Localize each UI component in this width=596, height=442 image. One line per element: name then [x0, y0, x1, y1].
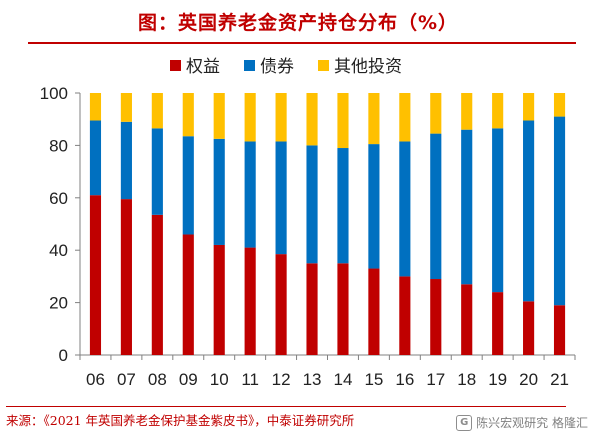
y-tick-label: 40	[49, 241, 68, 260]
x-tick-label: 09	[179, 370, 198, 389]
bar-segment	[368, 144, 380, 269]
legend-swatch	[170, 60, 181, 71]
legend-swatch	[318, 60, 329, 71]
axes: 0 20 40 60 80 100 06 07 08 09 10 11 12 13 14 15 16 17 18 19…	[40, 84, 576, 389]
bar-segment	[430, 93, 442, 134]
bar-segment	[492, 128, 504, 293]
x-tick-label: 11	[241, 370, 259, 389]
y-tick-label: 0	[59, 346, 68, 365]
watermark-logo-icon: G	[456, 414, 473, 431]
bar-segment	[430, 279, 442, 355]
x-tick-label: 18	[457, 370, 476, 389]
bar-segment	[275, 93, 287, 142]
bar-segment	[213, 138, 225, 245]
bar-segment	[306, 145, 318, 264]
bar-segment	[306, 93, 318, 146]
source-divider	[6, 406, 566, 407]
bar-segment	[461, 93, 473, 130]
bar-segment	[213, 93, 225, 139]
x-tick-label: 15	[364, 370, 383, 389]
bar-segment	[337, 93, 349, 149]
watermark: G 陈兴宏观研究 格隆汇	[456, 414, 588, 431]
bar-segment	[120, 199, 132, 355]
x-tick-label: 14	[334, 370, 353, 389]
bar-segment	[337, 148, 349, 264]
bar-segment	[182, 234, 194, 355]
bar-segment	[89, 195, 102, 355]
x-tick-label: 13	[303, 370, 322, 389]
bar-segment	[492, 292, 504, 355]
bar-segment	[553, 305, 566, 355]
legend: 权益 债券 其他投资	[170, 57, 402, 77]
x-tick-label: 20	[519, 370, 538, 389]
bar-segment	[275, 141, 287, 255]
bar-segment	[368, 268, 380, 355]
bar-segment	[244, 247, 256, 355]
bar-segment	[430, 133, 442, 280]
bar-segment	[306, 263, 318, 355]
bar-segment	[120, 93, 132, 122]
source-note: 来源：《2021 年英国养老金保护基金紫皮书》，中泰证券研究所	[6, 413, 355, 428]
bar-segment	[244, 93, 256, 142]
bars	[89, 93, 566, 355]
y-tick-label: 60	[49, 189, 68, 208]
x-tick-label: 19	[488, 370, 507, 389]
bar-segment	[523, 120, 535, 302]
bar-segment	[461, 284, 473, 355]
watermark-text: 陈兴宏观研究 格隆汇	[476, 416, 588, 430]
y-tick-label: 80	[49, 136, 68, 155]
bar-segment	[151, 128, 163, 215]
chart-title: 图：英国养老金资产持仓分布（%）	[137, 12, 459, 34]
bar-segment	[182, 136, 194, 235]
x-tick-label: 21	[550, 370, 569, 389]
bar-segment	[553, 116, 566, 306]
bar-segment	[244, 141, 256, 248]
x-tick-label: 12	[272, 370, 291, 389]
x-tick-label: 07	[117, 370, 136, 389]
bar-segment	[337, 263, 349, 355]
bar-segment	[213, 244, 225, 355]
bar-segment	[151, 93, 163, 129]
bar-segment	[368, 93, 380, 145]
bar-segment	[399, 93, 411, 142]
bar-segment	[399, 276, 411, 355]
x-tick-label: 16	[395, 370, 414, 389]
x-tick-label: 08	[148, 370, 167, 389]
legend-label: 权益	[186, 57, 220, 77]
bar-segment	[461, 129, 473, 285]
bar-segment	[89, 120, 102, 196]
stacked-bar-chart: 权益 债券 其他投资 0 20 40 60 80 100 06 07 08 09 10 11 12 13 14 1…	[40, 57, 576, 389]
title-divider	[28, 42, 576, 44]
y-tick-label: 20	[49, 294, 68, 313]
bar-segment	[553, 93, 566, 117]
legend-swatch	[244, 60, 255, 71]
bar-segment	[523, 93, 535, 121]
bar-segment	[523, 301, 535, 355]
legend-label: 债券	[260, 57, 294, 77]
bar-segment	[492, 93, 504, 129]
bar-segment	[151, 214, 163, 355]
bar-segment	[399, 141, 411, 277]
bar-segment	[275, 254, 287, 355]
bar-segment	[89, 93, 102, 121]
bar-segment	[120, 121, 132, 200]
x-tick-label: 06	[86, 370, 105, 389]
x-tick-label: 10	[210, 370, 229, 389]
legend-label: 其他投资	[334, 57, 402, 77]
y-tick-label: 100	[40, 84, 68, 103]
bar-segment	[182, 93, 194, 137]
x-tick-label: 17	[426, 370, 445, 389]
